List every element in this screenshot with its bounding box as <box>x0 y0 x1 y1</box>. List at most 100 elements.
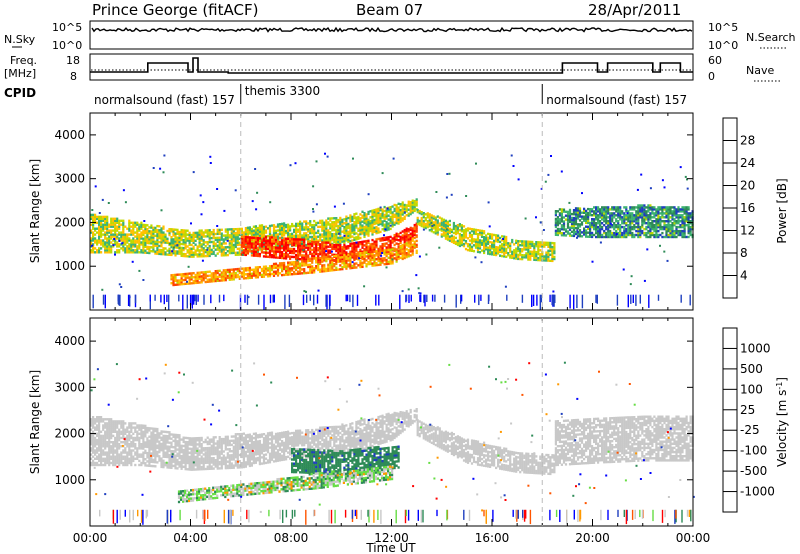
range-gate-cell <box>395 236 398 239</box>
range-gate-cell <box>230 243 233 247</box>
range-gate-cell <box>673 220 676 223</box>
range-gate-cell <box>321 227 324 230</box>
range-gate-cell <box>521 240 524 243</box>
range-gate-cell <box>295 266 298 270</box>
scatter-cell <box>254 168 257 170</box>
near-range-cell <box>149 294 151 302</box>
scatter-cell <box>640 173 643 176</box>
range-gate-cell <box>291 263 294 266</box>
range-gate-cell <box>283 237 286 240</box>
range-gate-cell <box>92 215 95 219</box>
range-gate-cell <box>635 206 638 209</box>
range-gate-cell <box>655 210 658 213</box>
range-gate-cell <box>202 233 205 236</box>
range-gate-cell <box>523 254 526 257</box>
range-gate-cell <box>535 256 538 260</box>
range-gate-cell <box>144 229 147 233</box>
range-gate-cell <box>436 233 439 236</box>
range-gate-cell <box>389 219 392 223</box>
range-gate-cell <box>478 241 482 244</box>
range-gate-cell <box>665 224 668 227</box>
range-gate-cell <box>90 229 93 232</box>
range-gate-cell <box>375 252 378 255</box>
range-gate-cell <box>124 243 127 246</box>
range-gate-cell <box>651 208 654 211</box>
range-gate-cell <box>647 214 650 217</box>
range-gate-cell <box>611 208 614 211</box>
range-gate-cell <box>403 228 406 232</box>
range-gate-cell <box>373 258 376 261</box>
range-gate-cell <box>339 232 342 235</box>
range-gate-cell <box>633 224 636 227</box>
range-gate-cell <box>503 247 506 250</box>
range-gate-cell <box>270 242 274 245</box>
range-gate-cell <box>108 225 111 228</box>
range-gate-cell <box>246 232 249 235</box>
range-gate-cell <box>182 233 185 236</box>
range-gate-cell <box>489 244 492 248</box>
range-gate-cell <box>631 231 634 235</box>
range-gate-cell <box>639 235 642 239</box>
range-gate-cell <box>174 234 177 237</box>
range-gate-cell <box>313 267 316 270</box>
scatter-cell <box>131 260 134 263</box>
range-gate-cell <box>367 253 370 256</box>
range-gate-cell <box>379 257 382 260</box>
range-gate-cell <box>295 236 298 239</box>
range-gate-cell <box>140 241 143 244</box>
range-gate-cell <box>387 208 390 211</box>
range-gate-cell <box>226 268 229 272</box>
range-gate-cell <box>627 227 630 231</box>
range-gate-cell <box>625 235 628 239</box>
range-gate-cell <box>230 247 233 251</box>
range-gate-cell <box>397 245 400 248</box>
range-gate-cell <box>206 250 209 254</box>
range-gate-cell <box>381 243 384 246</box>
range-gate-cell <box>200 249 203 252</box>
range-gate-cell <box>307 254 310 257</box>
range-gate-cell <box>301 248 304 251</box>
range-gate-cell <box>196 271 199 275</box>
range-gate-cell <box>192 255 195 258</box>
range-gate-cell <box>375 242 378 245</box>
range-gate-cell <box>317 249 320 252</box>
range-gate-cell <box>272 264 276 268</box>
range-gate-cell <box>407 241 410 244</box>
range-gate-cell <box>393 209 396 213</box>
range-gate-cell <box>537 245 540 248</box>
range-gate-cell <box>415 249 418 252</box>
range-gate-cell <box>405 254 408 257</box>
range-gate-cell <box>180 242 183 246</box>
range-gate-cell <box>299 270 302 273</box>
range-gate-cell <box>92 438 95 442</box>
range-gate-cell <box>629 233 632 237</box>
range-gate-cell <box>525 248 528 251</box>
range-gate-cell <box>331 267 334 270</box>
range-gate-cell <box>464 247 468 251</box>
range-gate-cell <box>194 251 197 254</box>
range-gate-cell <box>216 271 219 275</box>
range-gate-cell <box>242 271 245 274</box>
range-gate-cell <box>527 244 530 247</box>
range-gate-cell <box>216 240 219 243</box>
range-gate-cell <box>657 229 660 233</box>
range-gate-cell <box>375 210 378 213</box>
range-gate-cell <box>118 245 121 248</box>
range-gate-cell <box>252 252 255 255</box>
range-gate-cell <box>572 213 576 216</box>
range-gate-cell <box>184 247 187 250</box>
range-gate-cell <box>460 224 463 227</box>
range-gate-cell <box>413 246 416 249</box>
range-gate-cell <box>641 224 644 227</box>
range-gate-cell <box>248 238 251 241</box>
range-gate-cell <box>683 233 686 237</box>
range-gate-cell <box>677 220 680 223</box>
range-gate-cell <box>116 227 119 230</box>
range-gate-cell <box>462 238 466 242</box>
near-range-cell <box>632 294 634 303</box>
range-gate-cell <box>325 229 328 232</box>
range-gate-cell <box>106 241 109 244</box>
range-gate-cell <box>100 243 103 246</box>
range-gate-cell <box>635 222 638 225</box>
near-range-cell <box>149 294 151 310</box>
